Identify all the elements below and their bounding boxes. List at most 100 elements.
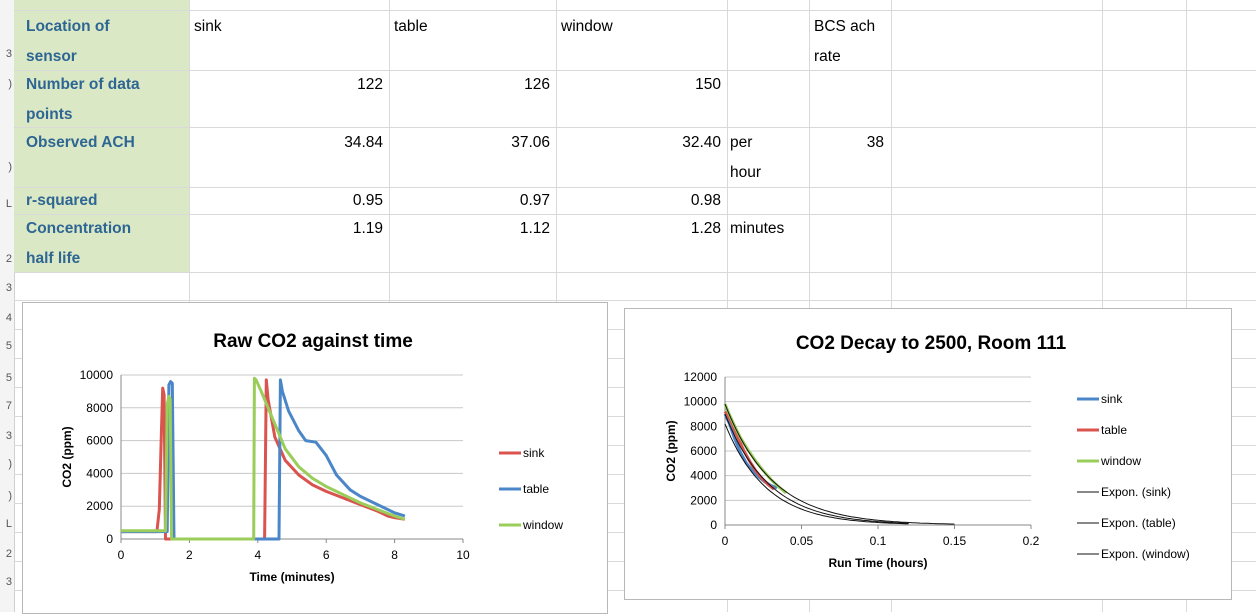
value-rsquared-table[interactable]: 0.97 [519,192,550,209]
row-number: 3 [5,576,12,588]
label-halflife[interactable]: Concentration [26,220,132,237]
chart-co2-decay-svg: CO2 Decay to 2500, Room 111 0 2000 4000 6000… [664,333,1190,570]
value-bcs[interactable]: 38 [866,134,884,151]
legend-label: table [523,482,549,496]
header-sink[interactable]: sink [194,18,222,35]
value-ach-window[interactable]: 32.40 [682,134,721,151]
legend-label: Expon. (sink) [1101,485,1171,499]
series-line-sink [121,378,406,541]
x-tick-label: 0 [118,548,125,562]
x-axis-label: Run Time (hours) [828,556,927,570]
grid-line [14,214,1256,215]
row-number: L [5,518,12,530]
series-line-expon-table- [724,423,909,525]
row-number: 3 [5,430,12,442]
value-ach-table[interactable]: 37.06 [511,134,550,151]
legend-label: table [1101,423,1127,437]
grid-line [891,0,892,612]
value-rsquared-window[interactable]: 0.98 [690,192,721,209]
label-location[interactable]: Location of [26,18,110,35]
y-tick-label: 0 [710,518,717,532]
value-halflife-window[interactable]: 1.28 [690,220,721,237]
label-halflife-2[interactable]: half life [26,250,81,267]
row-number: 2 [5,548,12,560]
label-column-fill [14,0,189,272]
row-number: 7 [5,400,12,412]
chart-raw-co2-svg: Raw CO2 against time02000400060008000100… [60,331,563,584]
label-location-2[interactable]: sensor [26,48,77,65]
y-axis-label: CO2 (ppm) [664,420,678,481]
series-line-expon-sink- [724,413,909,524]
label-rsquared[interactable]: r-squared [26,192,98,209]
grid-line [1186,0,1187,612]
x-tick-label: 0.1 [870,534,887,548]
y-tick-label: 8000 [690,419,717,433]
value-data-points-sink[interactable]: 122 [357,76,383,93]
grid-line [14,127,1256,128]
grid-line [14,10,1256,11]
grid-line [14,272,1256,273]
header-window[interactable]: window [561,18,613,35]
value-data-points-window[interactable]: 150 [695,76,721,93]
header-bcs-2[interactable]: rate [814,48,841,65]
row-header-strip [0,0,15,612]
grid-line [14,70,1256,71]
row-number: ) [8,161,12,173]
y-tick-label: 4000 [690,469,717,483]
row-number: 5 [5,372,12,384]
header-bcs[interactable]: BCS ach [814,18,876,35]
grid-line [809,0,810,612]
x-tick-label: 4 [254,548,261,562]
label-data-points-2[interactable]: points [26,106,73,123]
value-rsquared-sink[interactable]: 0.95 [352,192,383,209]
unit-ach-2[interactable]: hour [730,164,762,181]
y-tick-label: 4000 [86,466,113,480]
value-data-points-table[interactable]: 126 [524,76,550,93]
y-axis-label: CO2 (ppm) [60,426,74,487]
x-tick-label: 6 [323,548,330,562]
row-number: ) [8,78,12,90]
y-tick-label: 12000 [684,370,718,384]
x-tick-label: 8 [391,548,398,562]
y-tick-label: 10000 [684,395,718,409]
unit-ach[interactable]: per [730,134,753,151]
row-number: 3 [5,48,12,60]
grid-line [14,187,1256,188]
header-table[interactable]: table [394,18,428,35]
label-ach[interactable]: Observed ACH [26,134,135,151]
series-line-table [121,378,406,541]
x-tick-label: 0.05 [790,534,814,548]
row-number: 2 [5,253,12,265]
legend-label: Expon. (window) [1101,547,1190,561]
y-tick-label: 8000 [86,401,113,415]
x-tick-label: 2 [186,548,193,562]
y-tick-label: 6000 [86,434,113,448]
chart-raw-co2[interactable]: Raw CO2 against time 0 2000 4000 6000 8000 100… [22,302,608,614]
x-tick-label: 10 [456,548,470,562]
row-number: ) [8,458,12,470]
chart-title: Raw CO2 against time [213,331,413,352]
chart-co2-decay[interactable]: CO2 Decay to 2500, Room 111 0 2000 4000 6000… [624,308,1232,600]
legend-label: sink [523,446,545,460]
row-number: 3 [5,282,12,294]
x-tick-label: 0.15 [943,534,967,548]
grid-line [14,300,1256,301]
value-ach-sink[interactable]: 34.84 [344,134,383,151]
value-halflife-table[interactable]: 1.12 [519,220,550,237]
series-line-window [723,403,788,495]
y-tick-label: 2000 [690,493,717,507]
value-halflife-sink[interactable]: 1.19 [352,220,383,237]
x-tick-label: 0.2 [1023,534,1040,548]
legend-label: sink [1101,392,1123,406]
row-number: 4 [5,312,12,324]
legend-label: window [1100,454,1141,468]
y-tick-label: 6000 [690,444,717,458]
y-tick-label: 0 [106,532,113,546]
x-axis-label: Time (minutes) [249,570,334,584]
series-line-window [121,376,406,541]
label-data-points[interactable]: Number of data [26,76,140,93]
row-number: L [5,198,12,210]
legend-label: window [522,518,563,532]
unit-halflife[interactable]: minutes [730,220,785,237]
chart-title: CO2 Decay to 2500, Room 111 [796,333,1067,354]
